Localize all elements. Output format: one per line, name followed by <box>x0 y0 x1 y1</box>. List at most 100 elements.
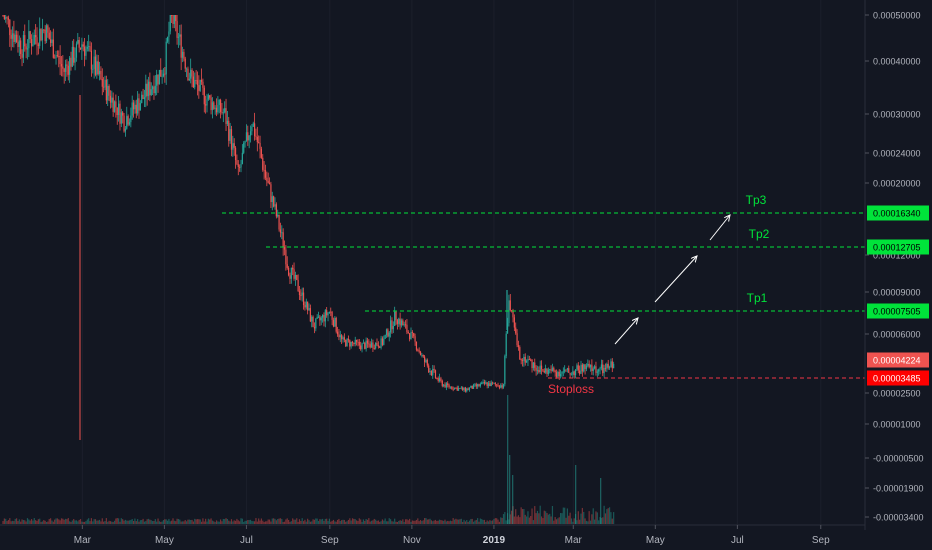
volume-bar <box>396 521 398 524</box>
candle-body <box>47 25 49 33</box>
volume-bar <box>444 519 446 524</box>
volume-bar <box>290 521 292 524</box>
candle-body <box>16 34 18 42</box>
candle-body <box>131 102 133 116</box>
volume-bar <box>245 520 248 524</box>
volume-bar <box>565 517 567 524</box>
volume-bar <box>222 518 224 524</box>
volume-bar <box>364 520 366 524</box>
volume-bar <box>176 518 178 524</box>
candle-body <box>460 387 462 389</box>
price-tick-label: -0.00000500 <box>873 454 924 464</box>
volume-bar <box>441 520 443 524</box>
candle-body <box>186 68 188 70</box>
volume-bar <box>85 521 87 524</box>
volume-bars <box>2 395 615 524</box>
volume-bar <box>531 508 533 524</box>
volume-bar <box>373 518 375 524</box>
candle-body <box>220 99 222 112</box>
candle-body <box>564 369 566 372</box>
volume-bar <box>568 515 570 524</box>
volume-bar <box>188 519 190 524</box>
candle-body <box>565 369 567 371</box>
price-tick-label: 0.00030000 <box>873 110 921 120</box>
volume-bar <box>424 518 426 524</box>
volume-bar <box>526 516 528 524</box>
volume-bar <box>368 518 370 524</box>
candle-body <box>9 19 11 36</box>
candle-body <box>101 79 103 87</box>
candle-body <box>141 94 143 104</box>
candle-body <box>252 123 254 127</box>
candle-body <box>207 95 209 100</box>
candle-body <box>404 324 407 326</box>
candle-body <box>332 319 335 327</box>
volume-bar <box>84 521 86 524</box>
candle-body <box>296 274 298 280</box>
candle-body <box>118 103 120 116</box>
candle-body <box>171 15 173 16</box>
volume-bar <box>3 518 5 524</box>
volume-bar <box>460 518 462 524</box>
volume-bar <box>591 514 593 524</box>
volume-bar <box>25 521 27 524</box>
volume-bar <box>539 505 541 524</box>
candle-body <box>421 354 423 356</box>
candle-body <box>477 384 479 387</box>
candle-body <box>429 370 431 373</box>
volume-bar <box>180 521 182 524</box>
volume-bar <box>32 520 34 524</box>
volume-bar <box>589 520 592 524</box>
candle-body <box>179 34 181 37</box>
price-tick-label: 0.00024000 <box>873 149 921 159</box>
volume-bar <box>520 507 522 524</box>
candle-body <box>392 325 394 330</box>
candle-body <box>583 364 585 372</box>
candle-body <box>496 384 498 386</box>
candle-body <box>449 386 452 388</box>
volume-bar <box>370 520 373 524</box>
candle-body <box>353 342 355 345</box>
candle-body <box>32 44 34 47</box>
candle-body <box>440 378 442 381</box>
candle-body <box>526 360 528 363</box>
candle-body <box>202 81 204 88</box>
candle-body <box>128 122 131 125</box>
candle-body <box>569 372 571 375</box>
volume-bar <box>417 518 419 524</box>
volume-bar <box>436 520 438 524</box>
price-tick-label: -0.00001900 <box>873 484 924 494</box>
volume-bar <box>232 521 234 524</box>
time-axis[interactable]: Mar May Jul Sep Nov 2019 Mar May Jul Sep <box>74 525 830 546</box>
volume-bar <box>229 521 231 524</box>
volume-bar <box>109 521 112 524</box>
volume-bar <box>332 519 335 524</box>
volume-bar <box>126 520 128 524</box>
volume-bar <box>587 521 589 524</box>
candle-body <box>236 160 238 165</box>
candle-body <box>67 65 69 75</box>
candle-body <box>209 95 211 98</box>
volume-bar <box>259 520 261 524</box>
volume-bar <box>18 519 20 524</box>
candle-body <box>474 384 476 386</box>
candle-body <box>547 369 549 375</box>
candle-body <box>194 80 196 88</box>
volume-bar <box>448 521 450 524</box>
candle-body <box>88 46 90 47</box>
volume-bar <box>492 520 494 524</box>
volume-bar <box>93 519 95 524</box>
candle-body <box>494 383 496 385</box>
candle-body <box>256 136 258 143</box>
candle-body <box>183 51 185 59</box>
candle-body <box>579 370 581 374</box>
volume-bar <box>6 521 8 524</box>
candle-body <box>545 368 547 373</box>
candle-body <box>274 204 276 207</box>
volume-bar <box>360 519 362 524</box>
price-axis[interactable]: 0.00050000 0.00040000 0.00030000 0.00024000… <box>865 11 924 523</box>
candle-body <box>509 300 511 311</box>
candle-body <box>595 366 597 373</box>
volume-bar <box>513 516 515 524</box>
